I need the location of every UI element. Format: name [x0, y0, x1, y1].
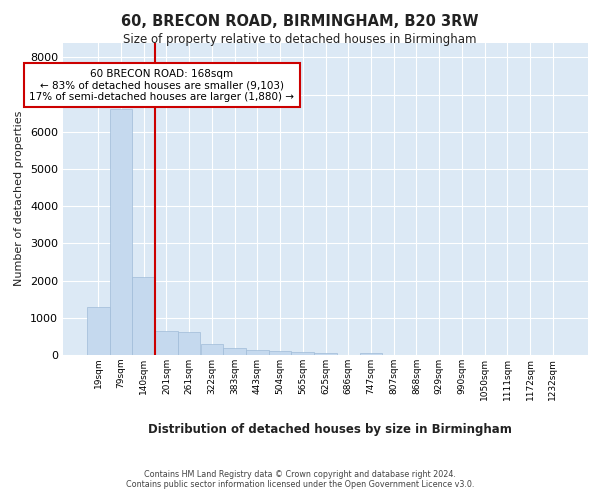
- Bar: [359, 354, 382, 355]
- Bar: [246, 350, 269, 355]
- Bar: [133, 277, 155, 355]
- Bar: [223, 348, 246, 355]
- Text: Contains HM Land Registry data © Crown copyright and database right 2024.
Contai: Contains HM Land Registry data © Crown c…: [126, 470, 474, 489]
- Text: 60, BRECON ROAD, BIRMINGHAM, B20 3RW: 60, BRECON ROAD, BIRMINGHAM, B20 3RW: [121, 14, 479, 29]
- Bar: [292, 352, 314, 355]
- Bar: [314, 353, 337, 355]
- Text: Distribution of detached houses by size in Birmingham: Distribution of detached houses by size …: [148, 422, 512, 436]
- Bar: [87, 306, 110, 355]
- Bar: [178, 332, 200, 355]
- Y-axis label: Number of detached properties: Number of detached properties: [14, 111, 25, 286]
- Text: Size of property relative to detached houses in Birmingham: Size of property relative to detached ho…: [123, 32, 477, 46]
- Bar: [269, 352, 292, 355]
- Bar: [200, 344, 223, 355]
- Text: 60 BRECON ROAD: 168sqm
← 83% of detached houses are smaller (9,103)
17% of semi-: 60 BRECON ROAD: 168sqm ← 83% of detached…: [29, 68, 295, 102]
- Bar: [110, 110, 133, 355]
- Bar: [155, 331, 178, 355]
